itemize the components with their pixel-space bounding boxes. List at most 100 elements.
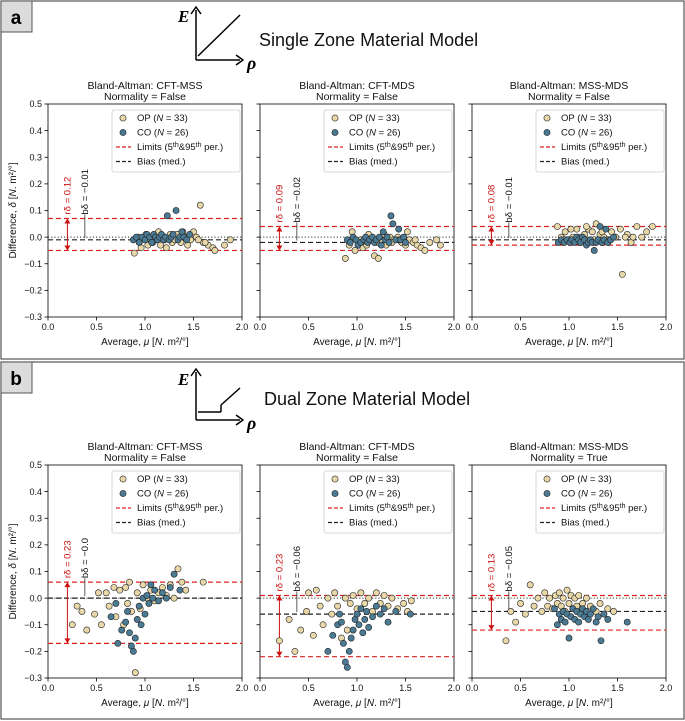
op-point (182, 586, 190, 594)
x-tick-label: 1.5 (187, 322, 200, 332)
op-point (291, 647, 299, 655)
x-axis-label: Average, μ [N. m²/°] (313, 337, 401, 348)
co-point (343, 663, 351, 671)
y-tick-label: 0.3 (29, 152, 42, 162)
legend-co-label: CO (N = 26) (137, 128, 189, 139)
op-point (372, 589, 380, 597)
co-point (589, 605, 597, 613)
op-point (643, 228, 650, 236)
op-point (162, 244, 170, 252)
legend-op-label: OP (N = 33) (137, 113, 188, 124)
co-point (377, 241, 385, 249)
annot-b: bδ = −0.0 (80, 538, 91, 578)
co-point (561, 618, 569, 626)
op-point (139, 581, 147, 589)
x-tick-label: 2.0 (236, 683, 249, 693)
op-point (346, 600, 354, 607)
panel-a-label: a (11, 8, 22, 29)
op-point (343, 626, 351, 634)
co-point (122, 618, 129, 626)
op-point (421, 247, 429, 254)
x-tick-label: 0.0 (254, 683, 267, 693)
range-arrow-head (488, 625, 495, 631)
op-point (546, 594, 553, 602)
op-point (407, 597, 415, 605)
co-point (604, 616, 612, 623)
range-arrow-head (64, 218, 71, 224)
y-tick-label: 0.4 (29, 126, 42, 136)
chart-title: Bland-Altman: MSS-MDS (510, 441, 628, 453)
legend-bias-label: Bias (med.) (137, 157, 186, 168)
x-tick-label: 1.0 (563, 322, 576, 332)
legend-co-label: CO (N = 26) (561, 489, 613, 500)
range-arrow-head (64, 245, 71, 251)
legend-op-marker (331, 475, 339, 483)
x-tick-label: 0.0 (42, 683, 55, 693)
co-point (553, 621, 561, 629)
single-zone-icon: E ρ (177, 5, 256, 73)
co-point (114, 639, 122, 647)
x-tick-label: 2.0 (660, 683, 673, 693)
co-point (169, 231, 177, 238)
op-point (507, 608, 515, 615)
y-tick-label: 0.4 (29, 487, 42, 497)
co-point (369, 613, 376, 621)
op-point (604, 605, 612, 613)
legend-limits-label: Limits (5th&95th per.) (561, 142, 647, 154)
x-tick-label: 1.0 (351, 322, 364, 332)
op-point (341, 255, 349, 262)
co-point (355, 621, 363, 629)
co-point (141, 610, 149, 618)
x-tick-label: 2.0 (660, 322, 673, 332)
op-point (426, 239, 434, 246)
co-point (170, 570, 178, 578)
co-point (133, 616, 141, 623)
y-tick-label: 0.2 (29, 540, 42, 550)
legend-co-marker (331, 490, 339, 497)
panel-a-title: Single Zone Material Model (259, 30, 478, 50)
annot-r: rδ = 0.09 (274, 185, 285, 223)
x-tick-label: 0.0 (42, 322, 55, 332)
legend-bias-label: Bias (med.) (561, 157, 610, 168)
op-point (583, 223, 590, 230)
op-point (285, 616, 293, 623)
co-point (610, 233, 618, 241)
op-point (633, 223, 641, 230)
co-point (329, 632, 337, 639)
op-point (583, 594, 590, 602)
y-tick-label: −0.1 (24, 259, 42, 269)
op-point (83, 626, 91, 634)
op-point (596, 600, 604, 607)
co-point (551, 605, 558, 613)
op-point (357, 589, 365, 597)
legend-op-marker (543, 475, 551, 483)
co-point (340, 639, 347, 647)
co-point (384, 618, 392, 626)
co-point (361, 616, 369, 623)
co-point (575, 618, 583, 626)
co-point (118, 626, 126, 634)
legend-box (323, 109, 453, 173)
legend-co-marker (119, 490, 127, 497)
legend-co-marker (543, 129, 551, 136)
panel-b-label-box (0, 361, 33, 394)
x-tick-label: 1.0 (139, 683, 152, 693)
op-point (178, 578, 186, 586)
legend-limits-label: Limits (5th&95th per.) (137, 503, 223, 515)
co-point (406, 610, 414, 618)
op-point (361, 600, 369, 607)
op-point (538, 608, 546, 615)
op-point (68, 621, 76, 629)
op-point (575, 592, 583, 599)
co-point (372, 602, 380, 610)
op-point (131, 669, 139, 677)
panel-b-frame (0, 361, 685, 720)
co-point (346, 239, 354, 246)
panel-b-label: b (10, 369, 22, 390)
op-point (316, 602, 324, 610)
co-point (387, 212, 395, 220)
y-axis-label: Difference, δ [N. m²/°] (8, 162, 19, 258)
op-point (559, 594, 567, 602)
legend-op-marker (331, 114, 339, 122)
dual-zone-icon: E ρ (177, 367, 256, 433)
